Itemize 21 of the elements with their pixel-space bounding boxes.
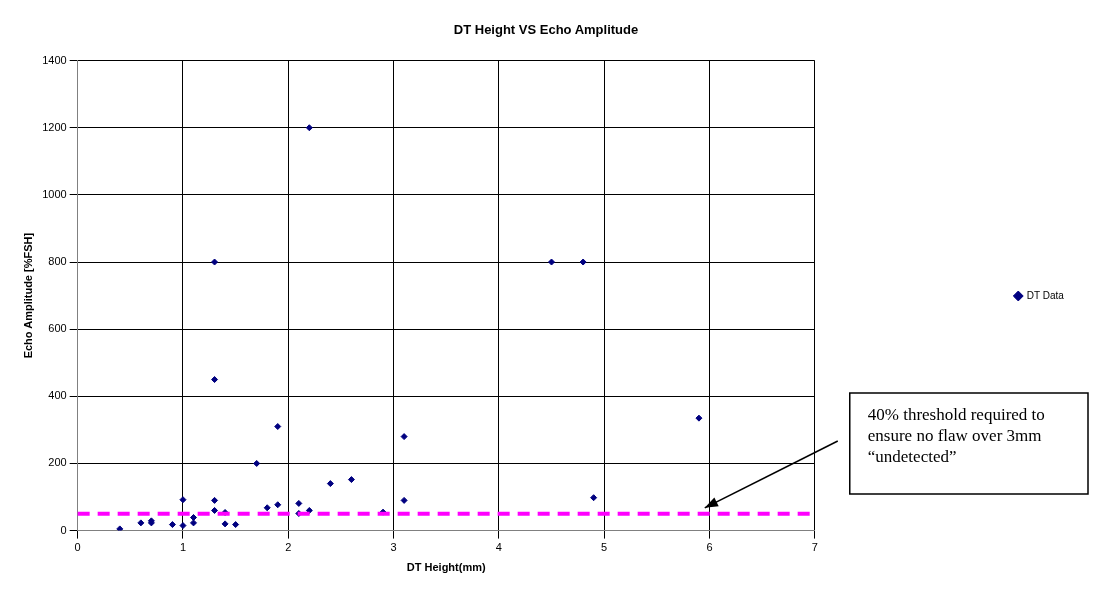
- x-tick-label: 7: [811, 541, 818, 554]
- y-tick-label: 800: [48, 255, 67, 268]
- text: 40% threshold required to ensure no flaw over 3mm “undetected”: [867, 404, 1045, 466]
- x-tick-label: 1: [179, 541, 187, 554]
- y-tick-label: 400: [48, 389, 67, 402]
- legend-label: DT Data: [1026, 289, 1065, 301]
- x-tick-label: 2: [285, 541, 292, 554]
- y-tick-label: 1200: [42, 120, 67, 133]
- chart-title: DT Height VS Echo Amplitude: [453, 22, 639, 38]
- x-tick-label: 5: [601, 541, 608, 554]
- x-axis-title: DT Height(mm): [406, 561, 486, 574]
- y-tick-label: 0: [60, 523, 67, 536]
- y-tick-label: 600: [48, 322, 67, 335]
- x-tick-label: 4: [495, 541, 502, 554]
- x-tick-label: 0: [74, 541, 81, 554]
- x-tick-label: 3: [390, 541, 397, 554]
- y-tick-label: 200: [48, 456, 67, 469]
- x-tick-label: 6: [706, 541, 713, 554]
- y-axis-title: Echo Amplitude [%FSH]: [21, 232, 34, 359]
- y-tick-label: 1400: [42, 53, 67, 66]
- y-tick-label: 1000: [42, 187, 67, 200]
